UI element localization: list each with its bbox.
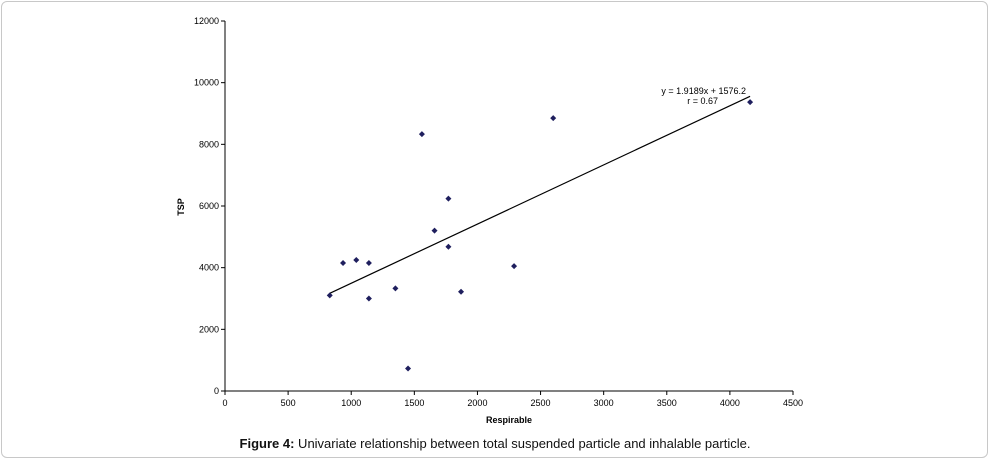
data-point	[392, 285, 399, 292]
data-point	[353, 256, 360, 263]
trendline-equation: y = 1.9189x + 1576.2	[661, 86, 746, 96]
caption-prefix: Figure 4:	[239, 436, 295, 451]
correlation-label: r = 0.67	[687, 96, 718, 106]
data-point	[405, 365, 412, 372]
y-tick-label: 4000	[199, 263, 219, 273]
data-point	[747, 99, 754, 106]
data-point	[418, 131, 425, 138]
x-tick-label: 4000	[720, 398, 740, 408]
data-point	[340, 260, 347, 267]
data-point	[511, 263, 518, 270]
scatter-chart: 0 500 1000 1500 2000 2500 3000 3500 4000 4500 0 200…	[176, 16, 803, 425]
data-point	[365, 295, 372, 302]
data-points	[326, 99, 754, 372]
x-tick-label: 3000	[594, 398, 614, 408]
data-point	[445, 243, 452, 250]
y-tick-label: 0	[214, 386, 219, 396]
x-tick-label: 2500	[531, 398, 551, 408]
y-tick-label: 2000	[199, 324, 219, 334]
x-tick-label: 500	[281, 398, 296, 408]
x-tick-label: 3500	[657, 398, 677, 408]
y-tick-label: 6000	[199, 201, 219, 211]
x-tick-label: 1000	[341, 398, 361, 408]
trendline	[329, 95, 751, 294]
x-tick-label: 2000	[467, 398, 487, 408]
data-point	[431, 227, 438, 234]
trendline-group	[329, 95, 751, 294]
data-point	[550, 115, 557, 122]
data-point	[458, 288, 465, 295]
axes	[224, 21, 793, 392]
x-tick-label: 1500	[404, 398, 424, 408]
y-tick-label: 12000	[194, 16, 219, 26]
x-tick-label: 4500	[783, 398, 803, 408]
figure-caption: Figure 4: Univariate relationship betwee…	[0, 436, 990, 451]
data-point	[326, 292, 333, 299]
y-tick-label: 10000	[194, 78, 219, 88]
x-tick-label: 0	[222, 398, 227, 408]
y-axis-title: TSP	[176, 198, 186, 216]
data-point	[445, 195, 452, 202]
y-tick-label: 8000	[199, 139, 219, 149]
x-axis-title: Respirable	[486, 415, 532, 425]
axis-ticks: 0 500 1000 1500 2000 2500 3000 3500 4000 4500 0 200…	[194, 16, 803, 408]
caption-text: Univariate relationship between total su…	[294, 436, 751, 451]
data-point	[365, 260, 372, 267]
